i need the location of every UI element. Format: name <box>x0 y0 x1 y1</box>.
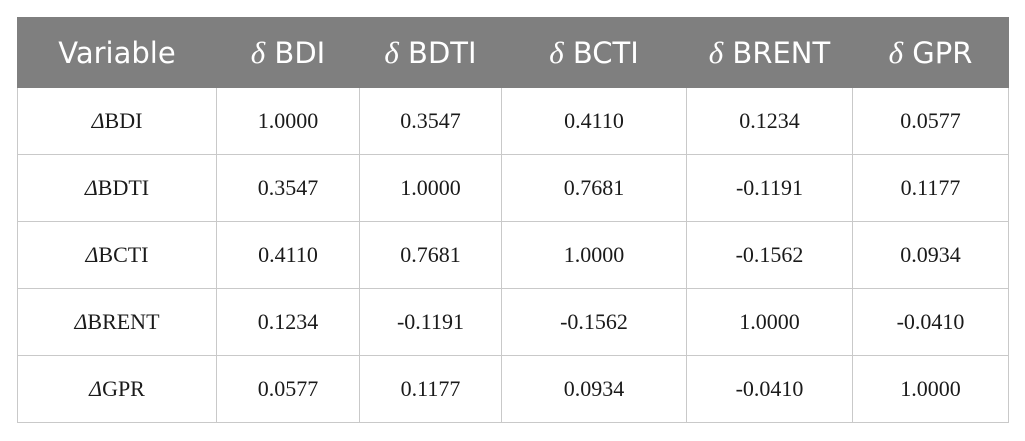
table-row: ΔBDI 1.0000 0.3547 0.4110 0.1234 0.0577 <box>17 87 1009 155</box>
table-container: Variable δ BDI δ BDTI δ BCTI δ BRENT δ GPR ΔB… <box>17 17 1009 423</box>
row-label: ΔBDI <box>17 87 217 155</box>
correlation-table: Variable δ BDI δ BDTI δ BCTI δ BRENT δ GPR ΔB… <box>17 17 1009 423</box>
cell: -0.1191 <box>359 288 502 356</box>
cell: 0.0934 <box>501 355 687 423</box>
cell: 0.7681 <box>359 221 502 289</box>
column-header: δ BCTI <box>501 17 687 88</box>
row-label: ΔBRENT <box>17 288 217 356</box>
row-label: ΔGPR <box>17 355 217 423</box>
column-header: δ GPR <box>852 17 1009 88</box>
table-row: ΔGPR 0.0577 0.1177 0.0934 -0.0410 1.0000 <box>17 355 1009 423</box>
cell: -0.1191 <box>686 154 853 222</box>
cell: 1.0000 <box>216 87 360 155</box>
column-header: δ BDTI <box>359 17 502 88</box>
cell: 0.4110 <box>501 87 687 155</box>
cell: 0.1177 <box>359 355 502 423</box>
cell: 0.0934 <box>852 221 1009 289</box>
table-row: ΔBDTI 0.3547 1.0000 0.7681 -0.1191 0.1177 <box>17 154 1009 222</box>
cell: 0.0577 <box>216 355 360 423</box>
cell: -0.0410 <box>852 288 1009 356</box>
cell: 0.1177 <box>852 154 1009 222</box>
column-header: Variable <box>17 17 217 88</box>
table-row: ΔBCTI 0.4110 0.7681 1.0000 -0.1562 0.0934 <box>17 221 1009 289</box>
cell: 0.1234 <box>216 288 360 356</box>
cell: 0.4110 <box>216 221 360 289</box>
cell: 0.3547 <box>216 154 360 222</box>
header-row: Variable δ BDI δ BDTI δ BCTI δ BRENT δ GPR <box>17 17 1009 88</box>
cell: 1.0000 <box>359 154 502 222</box>
cell: 0.7681 <box>501 154 687 222</box>
cell: 1.0000 <box>501 221 687 289</box>
cell: 0.3547 <box>359 87 502 155</box>
cell: 0.1234 <box>686 87 853 155</box>
cell: -0.0410 <box>686 355 853 423</box>
table-row: ΔBRENT 0.1234 -0.1191 -0.1562 1.0000 -0.0410 <box>17 288 1009 356</box>
row-label: ΔBCTI <box>17 221 217 289</box>
cell: 1.0000 <box>852 355 1009 423</box>
column-header: δ BRENT <box>686 17 853 88</box>
column-header: δ BDI <box>216 17 360 88</box>
cell: 1.0000 <box>686 288 853 356</box>
cell: -0.1562 <box>501 288 687 356</box>
cell: -0.1562 <box>686 221 853 289</box>
row-label: ΔBDTI <box>17 154 217 222</box>
cell: 0.0577 <box>852 87 1009 155</box>
table-body: ΔBDI 1.0000 0.3547 0.4110 0.1234 0.0577 ΔBDTI 0… <box>17 87 1009 423</box>
